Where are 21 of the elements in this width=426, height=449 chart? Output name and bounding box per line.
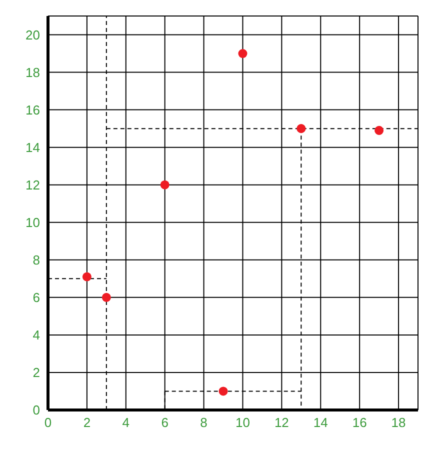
x-tick-label: 0 [44,415,52,430]
y-tick-label: 12 [26,177,40,192]
y-tick-label: 16 [26,102,40,118]
x-tick-label: 4 [122,415,130,430]
x-tick-label: 14 [313,415,328,430]
x-tick-label: 18 [391,415,406,430]
y-tick-label: 2 [32,365,40,380]
y-tick-label: 14 [26,140,40,155]
y-tick-label: 18 [26,64,40,80]
y-tick-label: 8 [32,252,40,268]
x-tick-label: 2 [83,415,91,430]
x-tick-label: 6 [161,415,168,430]
x-tick-label: 8 [200,415,208,430]
x-tick-label: 10 [236,415,250,430]
y-tick-label: 20 [26,27,40,42]
y-tick-label: 6 [32,290,40,306]
y-tick-label: 4 [32,328,40,343]
y-tick-label: 0 [32,402,40,418]
x-tick-label: 16 [352,415,367,430]
x-tick-label: 12 [274,415,289,430]
y-tick-label: 10 [26,214,40,230]
